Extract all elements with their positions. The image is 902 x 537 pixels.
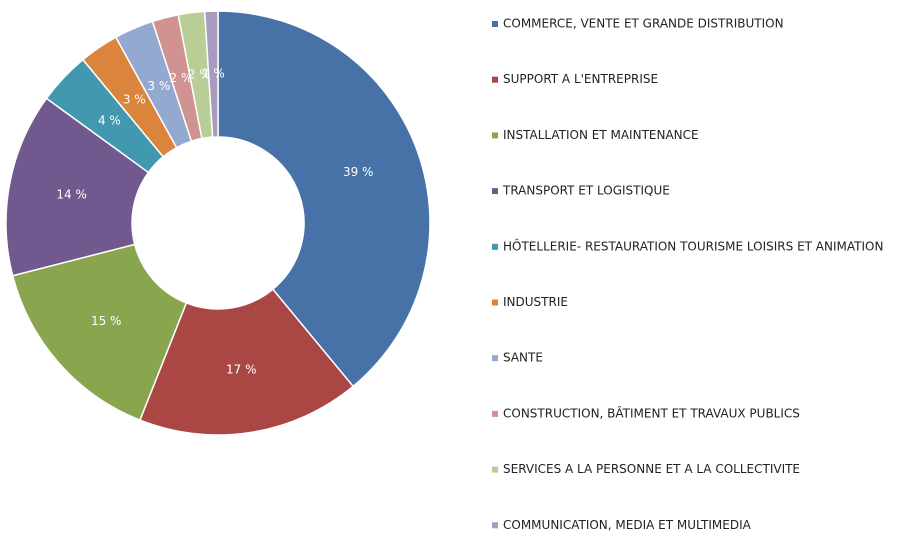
- data-label: 3 %: [123, 92, 146, 106]
- legend-label: TRANSPORT ET LOGISTIQUE: [502, 184, 670, 198]
- legend-label: INSTALLATION ET MAINTENANCE: [503, 128, 699, 142]
- legend-marker: [492, 355, 498, 362]
- legend-marker: [492, 243, 498, 250]
- legend-marker: [492, 299, 498, 306]
- legend-label: SANTE: [503, 351, 543, 365]
- data-label: 4 %: [98, 114, 121, 128]
- data-label: 17 %: [226, 363, 257, 377]
- legend-label: CONSTRUCTION, BÂTIMENT ET TRAVAUX PUBLIC…: [503, 405, 800, 420]
- legend-marker: [492, 21, 498, 27]
- legend-marker: [492, 410, 498, 417]
- legend-label: SUPPORT A L'ENTREPRISE: [503, 72, 658, 86]
- donut-slice: [203, 10, 219, 138]
- legend-label: COMMUNICATION, MEDIA ET MULTIMEDIA: [503, 518, 752, 532]
- donut-slice: [138, 288, 355, 436]
- legend-label: HÔTELLERIE- RESTAURATION TOURISME LOISIR…: [503, 238, 883, 253]
- data-label: 2 %: [188, 68, 211, 82]
- data-label: 3 %: [147, 79, 170, 93]
- data-label: 14 %: [56, 188, 87, 202]
- donut-slice: [11, 243, 188, 422]
- donut-slice: [217, 10, 431, 388]
- legend-marker: [492, 466, 498, 473]
- legend-marker: [492, 188, 498, 195]
- data-label: 39 %: [343, 165, 374, 179]
- legend-marker: [492, 522, 498, 529]
- legend-marker: [492, 132, 498, 139]
- data-label: 15 %: [91, 314, 122, 328]
- legend-label: SERVICES A LA PERSONNE ET A LA COLLECTIV…: [503, 462, 800, 476]
- legend-marker: [492, 76, 498, 83]
- legend-label: INDUSTRIE: [503, 295, 568, 309]
- data-label: 1 %: [202, 67, 225, 81]
- donut-slice: [5, 97, 150, 277]
- data-label: 2 %: [170, 71, 193, 85]
- legend-label: COMMERCE, VENTE ET GRANDE DISTRIBUTION: [503, 17, 784, 31]
